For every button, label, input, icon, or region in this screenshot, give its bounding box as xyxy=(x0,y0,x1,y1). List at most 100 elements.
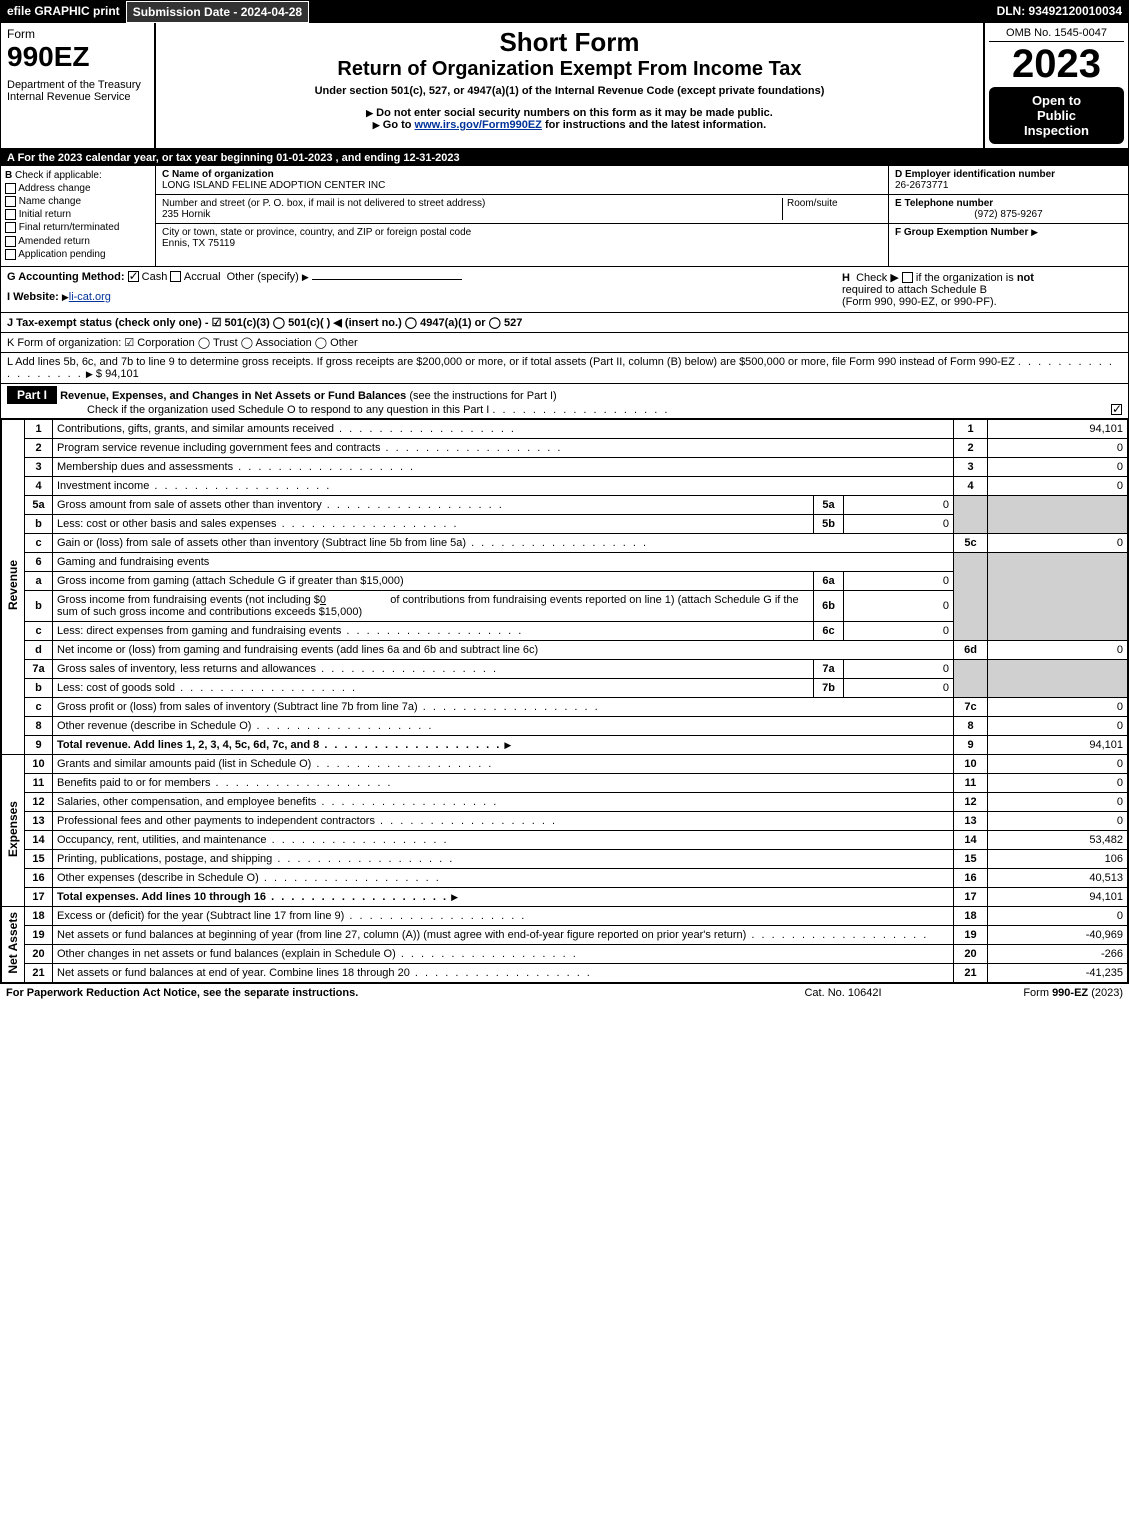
line-col: 4 xyxy=(954,476,988,495)
section-b-label: Check if applicable: xyxy=(15,170,102,181)
accrual-label: Accrual xyxy=(184,271,221,283)
form-number: 990EZ xyxy=(7,41,148,73)
room-label: Room/suite xyxy=(787,198,838,209)
table-row: 9 Total revenue. Add lines 1, 2, 3, 4, 5… xyxy=(2,735,1128,754)
checkbox-h[interactable] xyxy=(902,272,913,283)
line-col: 2 xyxy=(954,438,988,457)
line-num: 17 xyxy=(25,887,53,906)
checkbox-application-pending[interactable]: Application pending xyxy=(5,249,151,260)
line-val: -266 xyxy=(988,944,1128,963)
city-label: City or town, state or province, country… xyxy=(162,227,471,238)
line-desc: Less: direct expenses from gaming and fu… xyxy=(53,621,814,640)
checkbox-final-return[interactable]: Final return/terminated xyxy=(5,222,151,233)
checkbox-initial-return[interactable]: Initial return xyxy=(5,209,151,220)
line-col: 9 xyxy=(954,735,988,754)
line-col: 5c xyxy=(954,533,988,552)
section-bcdef: B Check if applicable: Address change Na… xyxy=(1,166,1128,267)
header-row: Form 990EZ Department of the Treasury In… xyxy=(1,23,1128,150)
shaded-cell xyxy=(988,495,1128,533)
sub-line-num: 7a xyxy=(814,659,844,678)
ein-value: 26-2673771 xyxy=(895,180,948,191)
tel-cell: E Telephone number (972) 875-9267 xyxy=(889,195,1128,224)
table-row: 4 Investment income 4 0 xyxy=(2,476,1128,495)
line-desc: Grants and similar amounts paid (list in… xyxy=(53,754,954,773)
line-desc: Investment income xyxy=(53,476,954,495)
arrow-icon xyxy=(1031,227,1038,238)
sub-line-val: 0 xyxy=(844,495,954,514)
line-desc: Professional fees and other payments to … xyxy=(53,811,954,830)
table-row: 16 Other expenses (describe in Schedule … xyxy=(2,868,1128,887)
row-k: K Form of organization: ☑ Corporation ◯ … xyxy=(1,333,1128,353)
arrow-icon xyxy=(302,271,309,283)
table-row: 8 Other revenue (describe in Schedule O)… xyxy=(2,716,1128,735)
table-row: 5a Gross amount from sale of assets othe… xyxy=(2,495,1128,514)
line-val: 0 xyxy=(988,792,1128,811)
line-num: a xyxy=(25,571,53,590)
line-val: 0 xyxy=(988,906,1128,925)
row-l-text: L Add lines 5b, 6c, and 7b to line 9 to … xyxy=(7,356,1015,368)
line-desc: Net assets or fund balances at beginning… xyxy=(53,925,954,944)
checkbox-cash[interactable] xyxy=(128,271,139,282)
line-col: 10 xyxy=(954,754,988,773)
checkbox-name-change[interactable]: Name change xyxy=(5,196,151,207)
line-col: 18 xyxy=(954,906,988,925)
part1-label: Part I xyxy=(7,386,57,404)
row-l-amount: $ 94,101 xyxy=(96,368,139,380)
website-link[interactable]: li-cat.org xyxy=(69,291,111,303)
line-desc: Gross amount from sale of assets other t… xyxy=(53,495,814,514)
line-val: 0 xyxy=(988,476,1128,495)
goto-link[interactable]: www.irs.gov/Form990EZ xyxy=(415,119,542,131)
line-num: b xyxy=(25,514,53,533)
line-num: 19 xyxy=(25,925,53,944)
line-val: 106 xyxy=(988,849,1128,868)
h-text3: required to attach Schedule B xyxy=(842,284,987,296)
line-desc: Less: cost or other basis and sales expe… xyxy=(53,514,814,533)
arrow-icon xyxy=(86,368,93,380)
checkbox-schedule-o[interactable] xyxy=(1111,404,1122,415)
line-col: 7c xyxy=(954,697,988,716)
row-j: J Tax-exempt status (check only one) - ☑… xyxy=(1,313,1128,333)
line-desc: Salaries, other compensation, and employ… xyxy=(53,792,954,811)
shaded-cell xyxy=(954,552,988,640)
revenue-rotate: Revenue xyxy=(2,419,25,754)
line-col: 16 xyxy=(954,868,988,887)
table-row: 15 Printing, publications, postage, and … xyxy=(2,849,1128,868)
sub-line-num: 5b xyxy=(814,514,844,533)
footer-left: For Paperwork Reduction Act Notice, see … xyxy=(6,987,743,999)
website-label: I Website: xyxy=(7,291,59,303)
checkbox-accrual[interactable] xyxy=(170,271,181,282)
checkbox-address-change[interactable]: Address change xyxy=(5,183,151,194)
checkbox-amended-return[interactable]: Amended return xyxy=(5,236,151,247)
sub-line-val: 0 xyxy=(844,678,954,697)
part1-check-note: Check if the organization used Schedule … xyxy=(87,404,489,416)
line-val: 0 xyxy=(988,773,1128,792)
line-col: 8 xyxy=(954,716,988,735)
line-val: 0 xyxy=(988,438,1128,457)
dept-treasury: Department of the Treasury xyxy=(7,79,148,91)
line-val: 0 xyxy=(988,811,1128,830)
table-row: d Net income or (loss) from gaming and f… xyxy=(2,640,1128,659)
line-num: 9 xyxy=(25,735,53,754)
line-val: 53,482 xyxy=(988,830,1128,849)
h-check-label: Check ▶ xyxy=(856,272,899,284)
footer: For Paperwork Reduction Act Notice, see … xyxy=(0,984,1129,1002)
line-desc: Gross sales of inventory, less returns a… xyxy=(53,659,814,678)
street-value: 235 Hornik xyxy=(162,209,210,220)
arrow-icon xyxy=(62,291,69,303)
line-desc: Net income or (loss) from gaming and fun… xyxy=(53,640,954,659)
short-form-title: Short Form xyxy=(164,27,975,58)
tel-label: E Telephone number xyxy=(895,198,993,209)
line-val: 94,101 xyxy=(988,887,1128,906)
group-cell: F Group Exemption Number xyxy=(889,224,1128,241)
tel-value: (972) 875-9267 xyxy=(895,209,1122,220)
line-num: d xyxy=(25,640,53,659)
line-num: c xyxy=(25,533,53,552)
line-col: 17 xyxy=(954,887,988,906)
line-desc: Printing, publications, postage, and shi… xyxy=(53,849,954,868)
part1-note: (see the instructions for Part I) xyxy=(409,390,556,402)
sub-line-val: 0 xyxy=(844,571,954,590)
line-val: 0 xyxy=(988,457,1128,476)
header-subtitle: Under section 501(c), 527, or 4947(a)(1)… xyxy=(164,85,975,97)
line-col: 13 xyxy=(954,811,988,830)
row-g: G Accounting Method: Cash Accrual Other … xyxy=(7,271,842,308)
